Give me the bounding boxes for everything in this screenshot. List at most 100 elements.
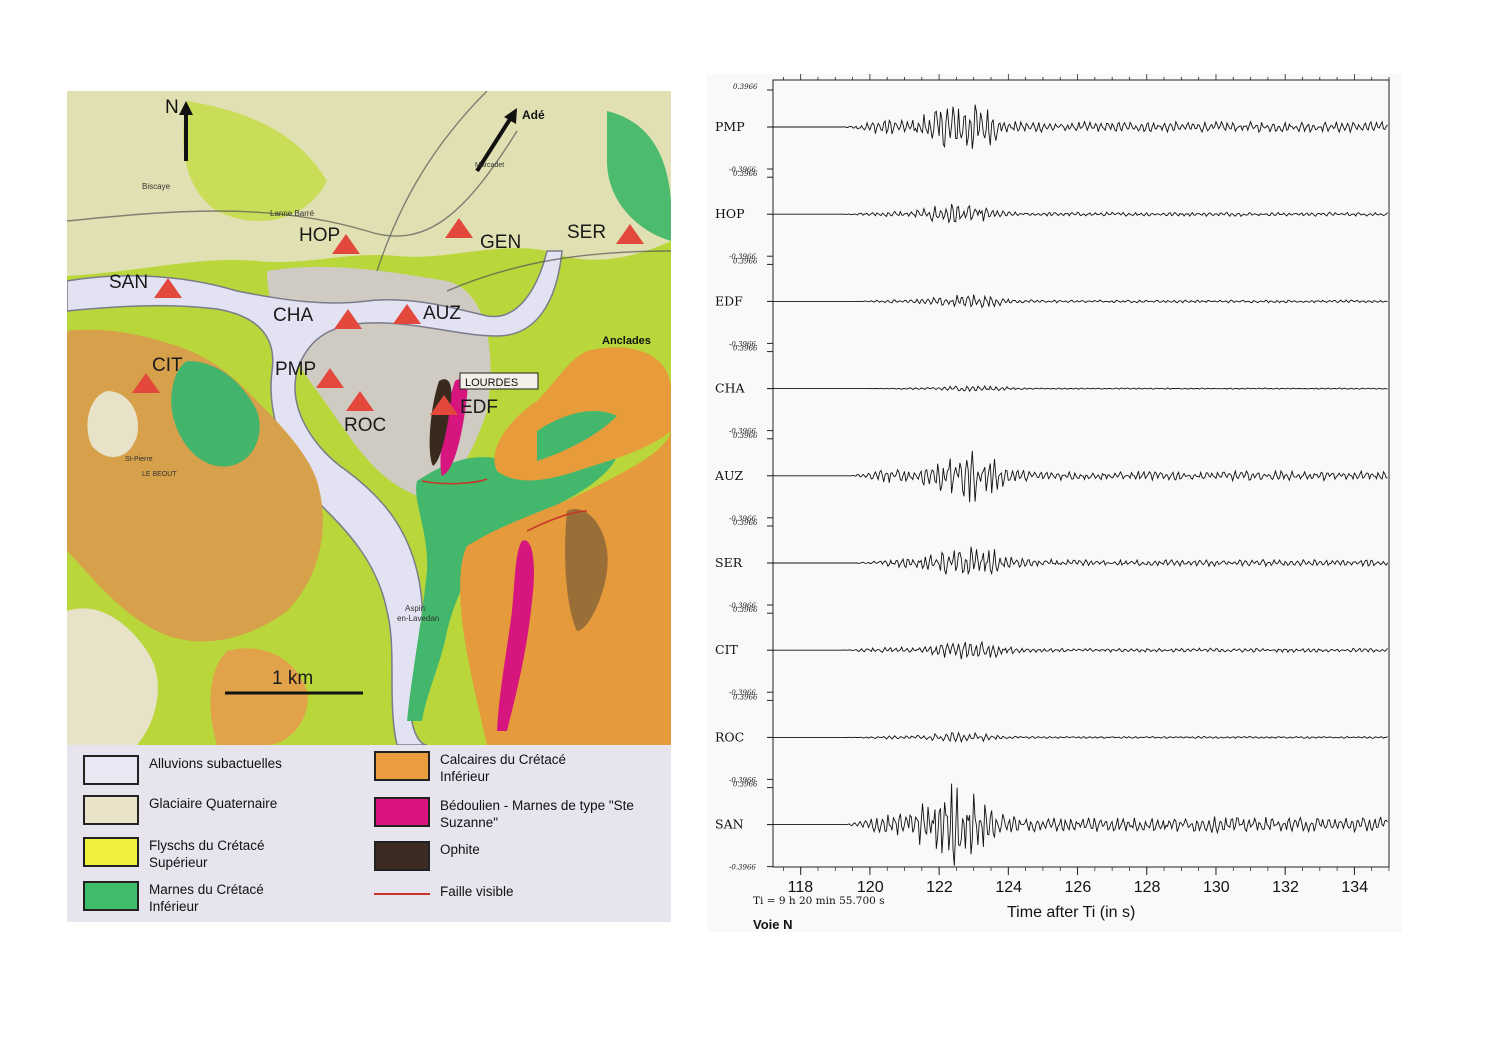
x-tick-label: 134 — [1341, 879, 1368, 896]
map-canvas: N Adé Anclades LOURDES LE BEOUT Aspin en… — [67, 91, 671, 745]
marnes-northeast — [607, 111, 671, 241]
trace-san — [773, 783, 1388, 866]
station-label-hop: HOP — [299, 225, 340, 246]
station-marker-san — [154, 278, 182, 298]
legend-swatch — [83, 755, 139, 785]
station-label-edf: EDF — [460, 397, 498, 418]
station-label-roc: ROC — [344, 415, 386, 436]
station-marker-roc — [346, 391, 374, 411]
ade-arrow-icon — [475, 108, 517, 173]
legend-item-calcaires: Calcaires du Crétacé Inférieur — [374, 751, 610, 785]
amp-label-top: 0.3966 — [733, 519, 758, 527]
marnes-west — [171, 361, 260, 467]
amp-label-top: 0.3966 — [733, 257, 758, 265]
trace-label-hop: HOP — [715, 206, 745, 221]
place-anclades: Anclades — [602, 335, 651, 347]
traces-layer: 0.3966-0.3966PMP0.3966-0.3966HOP0.3966-0… — [714, 83, 1388, 872]
amp-label-bottom: -0.3966 — [729, 602, 756, 610]
north-label: N — [165, 97, 179, 118]
x-tick-label: 132 — [1272, 879, 1299, 896]
place-lavedan: en-Lavedan — [397, 614, 439, 623]
trace-label-pmp: PMP — [715, 119, 745, 134]
legend-swatch — [374, 751, 430, 781]
amp-label-bottom: -0.3966 — [729, 689, 756, 697]
top-minor-ticks — [782, 74, 1390, 80]
place-aspin: Aspin — [405, 604, 425, 613]
scale-label: 1 km — [272, 668, 313, 689]
ti-note: Ti = 9 h 20 min 55.700 s — [753, 895, 885, 907]
trace-edf — [773, 294, 1388, 309]
amp-label-bottom: -0.3966 — [729, 428, 756, 436]
relief-shade-east — [565, 509, 608, 631]
amp-label-bottom: -0.3966 — [729, 340, 756, 348]
marnes-east — [407, 429, 620, 721]
amp-label-top: 0.3966 — [733, 170, 758, 178]
trace-cha — [773, 384, 1388, 393]
trace-ser — [773, 546, 1388, 576]
stations-layer: HOP GEN SER SAN CHA AUZ CIT PMP ROC EDF — [109, 218, 644, 436]
trace-label-roc: ROC — [715, 729, 744, 744]
x-tick-label: 128 — [1134, 879, 1161, 896]
amp-label-bottom: -0.3966 — [729, 515, 756, 523]
amp-label-bottom: -0.3966 — [729, 166, 756, 174]
station-marker-auz — [393, 304, 421, 324]
trace-label-cha: CHA — [715, 381, 745, 396]
trace-pmp — [773, 104, 1388, 149]
place-lanne: Lanne Barré — [270, 209, 315, 218]
station-marker-edf — [430, 395, 458, 415]
trace-auz — [773, 450, 1388, 503]
trace-label-san: SAN — [715, 817, 744, 832]
station-label-ser: SER — [567, 222, 606, 243]
station-label-cit: CIT — [152, 355, 183, 376]
legend-swatch — [374, 893, 430, 895]
amp-label-bottom: -0.3966 — [729, 864, 756, 872]
legend-swatch — [83, 837, 139, 867]
amp-label-top: 0.3966 — [733, 345, 758, 353]
trace-label-ser: SER — [715, 555, 743, 570]
legend-item-faille: Faille visible — [374, 883, 645, 900]
flysch-north-patch — [183, 101, 327, 221]
station-label-auz: AUZ — [423, 303, 461, 324]
trace-label-edf: EDF — [715, 293, 743, 308]
place-biscaye: Biscaye — [142, 182, 171, 191]
legend-label: Faille visible — [440, 884, 514, 899]
x-axis-title: Time after Ti (in s) — [1007, 904, 1135, 921]
station-label-san: SAN — [109, 272, 148, 293]
legend-item-bedoulien: Bédoulien - Marnes de type "Ste Suzanne" — [374, 797, 655, 831]
legend-label: Marnes du Crétacé Inférieur — [149, 882, 264, 914]
x-tick-label: 122 — [926, 879, 953, 896]
faille-line — [421, 478, 588, 532]
place-marcadet: Marcadet — [475, 162, 504, 169]
amp-label-top: 0.3966 — [733, 432, 758, 440]
bedoulien-south — [497, 540, 534, 731]
station-label-pmp: PMP — [275, 359, 316, 380]
x-tick-label: 126 — [1065, 879, 1092, 896]
legend-label: Ophite — [440, 842, 480, 857]
legend-label: Bédoulien - Marnes de type "Ste Suzanne" — [440, 798, 634, 830]
amp-label-top: 0.3966 — [733, 781, 758, 789]
legend-item-alluvions: Alluvions subactuelles — [83, 755, 354, 785]
station-marker-gen — [445, 218, 473, 238]
legend-item-ophite: Ophite — [374, 841, 645, 871]
x-tick-label: 120 — [857, 879, 884, 896]
trace-label-auz: AUZ — [714, 468, 744, 483]
x-tick-label: 130 — [1203, 879, 1230, 896]
amp-label-top: 0.3966 — [733, 606, 758, 614]
station-marker-hop — [332, 234, 360, 254]
place-lourdes: LOURDES — [465, 377, 518, 389]
legend-label: Flyschs du Crétacé Supérieur — [149, 838, 265, 870]
trace-cit — [773, 640, 1388, 660]
roads — [67, 91, 671, 292]
legend-item-flyschs: Flyschs du Crétacé Supérieur — [83, 837, 299, 871]
amp-label-bottom: -0.3966 — [729, 776, 756, 784]
place-saint-pierre: St-Pierre — [125, 456, 153, 463]
x-tick-label: 118 — [788, 879, 814, 896]
place-ade: Adé — [522, 108, 545, 122]
channel-label: Voie N — [753, 917, 793, 932]
glaciaire-west — [87, 391, 138, 458]
station-marker-cit — [132, 373, 160, 393]
marnes-northeast-band — [537, 411, 617, 461]
legend-item-glaciaire: Glaciaire Quaternaire — [83, 795, 354, 825]
seismogram-chart: 0.3966 -0.3966 PMP 0.3966 -0.3966 HOP 0.3966 -0… — [707, 74, 1402, 932]
calcaires-south — [210, 648, 308, 745]
